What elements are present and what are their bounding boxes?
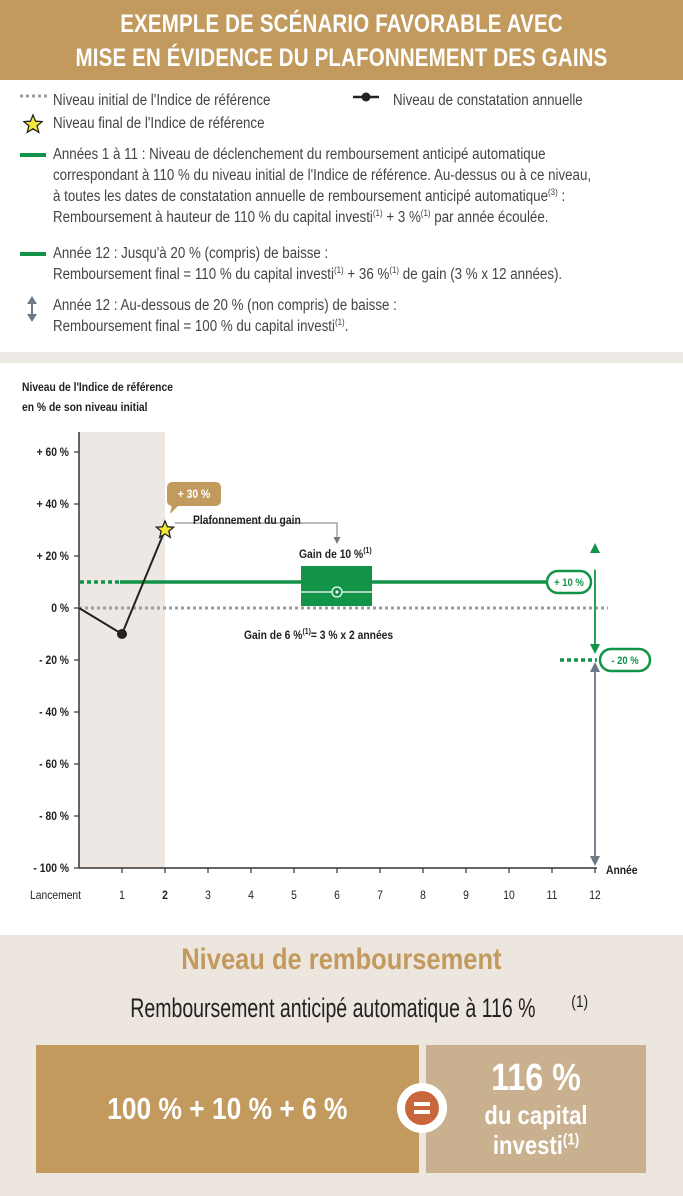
cap-label: Plafonnement du gain	[193, 514, 301, 527]
gain-box-point-dot	[335, 590, 339, 594]
legend-initial-level: Niveau initial de l'Indice de référence	[53, 92, 271, 109]
x-tick-label: 10	[503, 889, 514, 902]
star-icon	[23, 114, 43, 134]
y-tick-label: - 80 %	[39, 810, 69, 823]
x-tick-label: Lancement	[30, 889, 82, 902]
y-tick-label: + 60 %	[37, 446, 69, 459]
chart-area: Niveau de l'Indice de référence en % de s…	[0, 363, 683, 935]
lower-down-arrow-head	[590, 856, 600, 866]
repayment-result: 116 % du capital investi(1)	[426, 1045, 646, 1173]
repayment-subtitle: Remboursement anticipé automatique à 116…	[130, 993, 589, 1023]
final-level-star	[154, 519, 176, 539]
final-badge-pointer	[170, 504, 180, 514]
annual-observation-point	[117, 629, 127, 639]
repayment-title: Niveau de remboursement	[181, 943, 502, 976]
y-tick-label: - 60 %	[39, 758, 69, 771]
green-line-icon	[20, 252, 46, 256]
x-tick-label: 7	[377, 889, 383, 902]
y-tick-label: 0 %	[51, 602, 69, 615]
y-tick-label: - 20 %	[39, 654, 69, 667]
x-tick-label: 1	[119, 889, 125, 902]
x-tick-label: 2	[162, 889, 168, 902]
legend: Niveau initial de l'Indice de référence …	[0, 80, 683, 352]
equals-icon	[397, 1083, 447, 1133]
repayment-panel: Niveau de remboursement Remboursement an…	[0, 935, 683, 1196]
marker-line-icon	[353, 92, 379, 102]
legend-year-12-b: Année 12 : Au-dessous de 20 % (non compr…	[53, 297, 397, 335]
final-badge	[167, 482, 221, 506]
x-tick-label: 5	[291, 889, 297, 902]
double-arrow-icon	[27, 296, 37, 322]
x-tick-label: 9	[463, 889, 469, 902]
plus10-pill	[545, 569, 593, 595]
y-axis-title-line-2: en % de son niveau initial	[22, 401, 148, 414]
x-tick-label: 12	[589, 889, 600, 902]
cap-arrow-head	[333, 537, 341, 544]
chart: Niveau de l'Indice de référence en % de s…	[22, 381, 652, 902]
final-badge-label: + 30 %	[178, 488, 210, 501]
header-line-1: EXEMPLE DE SCÉNARIO FAVORABLE AVEC	[120, 10, 563, 38]
plus10-label: + 10 %	[554, 577, 584, 589]
down-arrow-head	[590, 644, 600, 654]
legend-years-1-11: Années 1 à 11 : Niveau de déclenchement …	[53, 146, 592, 226]
y-tick-label: + 40 %	[37, 498, 69, 511]
legend-year-12-a: Année 12 : Jusqu'à 20 % (compris) de bai…	[53, 245, 563, 283]
y-tick-label: + 20 %	[37, 550, 69, 563]
cap-connector	[175, 522, 338, 538]
y-tick-label: - 100 %	[33, 862, 69, 875]
x-tick-label: 4	[248, 889, 254, 902]
page-header: EXEMPLE DE SCÉNARIO FAVORABLE AVEC MISE …	[0, 0, 683, 80]
y-tick-label: - 40 %	[39, 706, 69, 719]
up-arrow-head	[590, 543, 600, 553]
minus20-pill	[598, 647, 652, 673]
legend-annual-observation: Niveau de constatation annuelle	[393, 92, 583, 109]
green-line-icon	[20, 153, 46, 157]
shaded-period	[79, 432, 165, 868]
minus20-label: - 20 %	[611, 655, 638, 667]
[object Object]: Gain de 6 %(1)= 3 % x 2 années	[244, 626, 393, 642]
legend-final-level: Niveau final de l'Indice de référence	[53, 115, 265, 132]
repayment-equation: 100 % + 10 % + 6 %	[36, 1045, 419, 1173]
x-axis-title: Année	[606, 864, 638, 877]
lower-up-arrow-head	[590, 662, 600, 672]
header-line-2: MISE EN ÉVIDENCE DU PLAFONNEMENT DES GAI…	[75, 44, 608, 72]
dotted-line-icon	[20, 94, 48, 98]
x-tick-label: 3	[205, 889, 211, 902]
section-divider	[0, 352, 683, 363]
x-tick-label: 11	[547, 889, 558, 902]
x-tick-label: 8	[420, 889, 426, 902]
y-axis-title-line-1: Niveau de l'Indice de référence	[22, 381, 173, 394]
[object Object]: Gain de 10 %(1)	[299, 545, 372, 561]
gain-box	[301, 566, 372, 606]
x-tick-label: 6	[334, 889, 340, 902]
